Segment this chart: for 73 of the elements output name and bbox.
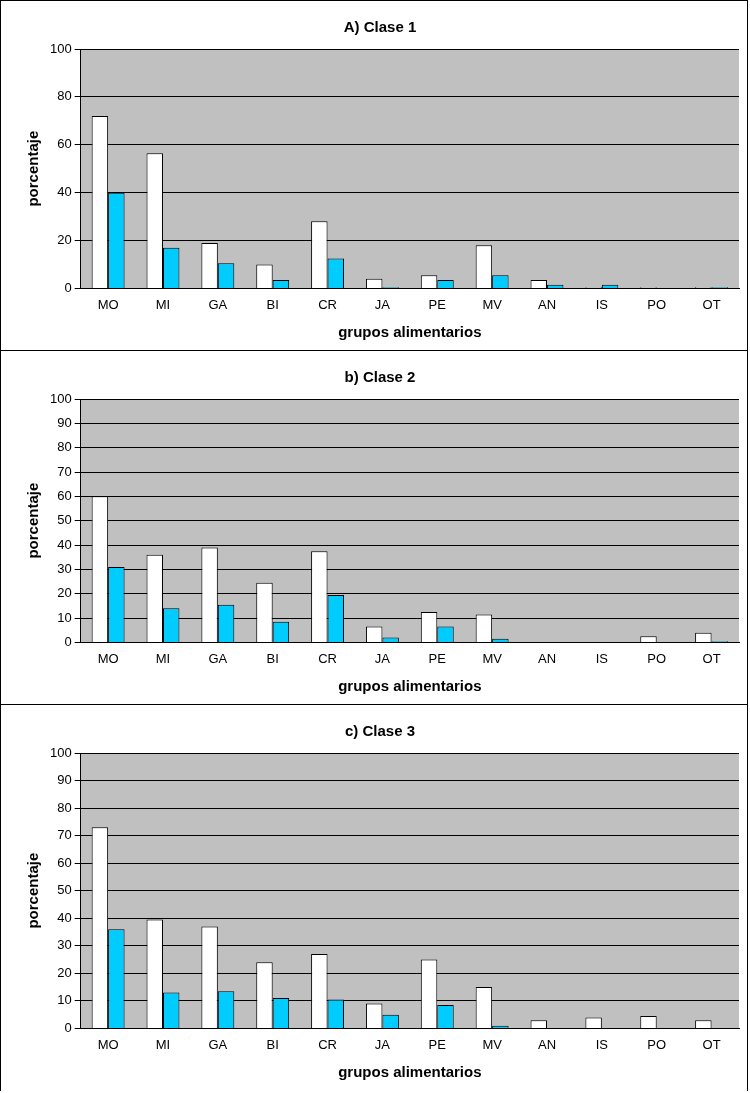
x-tick-label: JA [374, 1036, 391, 1052]
x-axis-title: grupos alimentarios [338, 323, 482, 341]
x-tick-label: BI [266, 296, 279, 312]
x-tick-label: MI [155, 650, 171, 666]
chart-title: A) Clase 1 [343, 18, 417, 36]
y-tick-label: 50 [57, 882, 72, 898]
y-tick-label: 30 [57, 937, 72, 953]
x-tick-label: IS [595, 296, 609, 312]
y-tick-label: 100 [49, 390, 72, 406]
x-tick-label: JA [374, 296, 391, 312]
x-axis-title: grupos alimentarios [338, 677, 482, 695]
chart-title: b) Clase 2 [344, 368, 416, 386]
x-tick-label: GA [208, 650, 228, 666]
y-tick-label: 0 [64, 633, 72, 649]
x-tick-label: JA [374, 650, 391, 666]
x-tick-label: PE [428, 1036, 447, 1052]
y-tick-label: 80 [57, 799, 72, 815]
x-tick-label: CR [318, 296, 337, 312]
x-tick-label: MO [97, 296, 119, 312]
y-tick-label: 40 [57, 536, 72, 552]
x-tick-label: BI [266, 1036, 279, 1052]
y-axis-title: porcentaje [24, 130, 42, 207]
x-tick-label: MI [155, 1036, 171, 1052]
y-tick-label: 0 [64, 1019, 72, 1035]
x-tick-label: CR [318, 1036, 337, 1052]
y-tick-label: 70 [57, 463, 72, 479]
x-tick-label: PO [647, 650, 667, 666]
y-tick-label: 30 [57, 560, 72, 576]
x-tick-label: MV [482, 650, 503, 666]
x-tick-label: OT [702, 1036, 721, 1052]
y-tick-label: 100 [49, 744, 72, 760]
x-axis-title: grupos alimentarios [338, 1063, 482, 1081]
y-axis-title: porcentaje [24, 852, 42, 929]
x-tick-label: MO [97, 650, 119, 666]
x-tick-label: PE [428, 296, 447, 312]
y-tick-label: 20 [57, 964, 72, 980]
y-tick-label: 100 [49, 40, 72, 56]
y-tick-label: 60 [57, 854, 72, 870]
y-tick-label: 10 [57, 609, 72, 625]
chart-title: c) Clase 3 [344, 722, 416, 740]
y-tick-label: 70 [57, 827, 72, 843]
x-tick-label: BI [266, 650, 279, 666]
y-tick-label: 40 [57, 184, 72, 200]
y-tick-label: 90 [57, 772, 72, 788]
x-tick-label: MV [482, 1036, 503, 1052]
y-tick-label: 80 [57, 88, 72, 104]
x-tick-label: OT [702, 650, 721, 666]
x-tick-label: MV [482, 296, 503, 312]
y-tick-label: 20 [57, 585, 72, 601]
x-tick-label: IS [595, 650, 609, 666]
x-tick-label: MI [155, 296, 171, 312]
x-tick-label: PO [647, 1036, 667, 1052]
x-tick-label: CR [318, 650, 337, 666]
x-tick-label: GA [208, 1036, 228, 1052]
x-tick-label: MO [97, 1036, 119, 1052]
x-tick-label: GA [208, 296, 228, 312]
y-tick-label: 60 [57, 487, 72, 503]
x-tick-label: OT [702, 296, 721, 312]
y-tick-label: 50 [57, 512, 72, 528]
y-axis-title: porcentaje [24, 482, 42, 559]
y-tick-label: 10 [57, 992, 72, 1008]
x-tick-label: IS [595, 1036, 609, 1052]
y-tick-label: 20 [57, 232, 72, 248]
y-tick-label: 90 [57, 414, 72, 430]
x-tick-label: AN [537, 1036, 557, 1052]
x-tick-label: PE [428, 650, 447, 666]
y-tick-label: 40 [57, 909, 72, 925]
x-tick-label: AN [537, 650, 557, 666]
y-tick-label: 80 [57, 439, 72, 455]
y-tick-label: 0 [64, 279, 72, 295]
y-tick-label: 60 [57, 136, 72, 152]
x-tick-label: PO [647, 296, 667, 312]
x-tick-label: AN [537, 296, 557, 312]
